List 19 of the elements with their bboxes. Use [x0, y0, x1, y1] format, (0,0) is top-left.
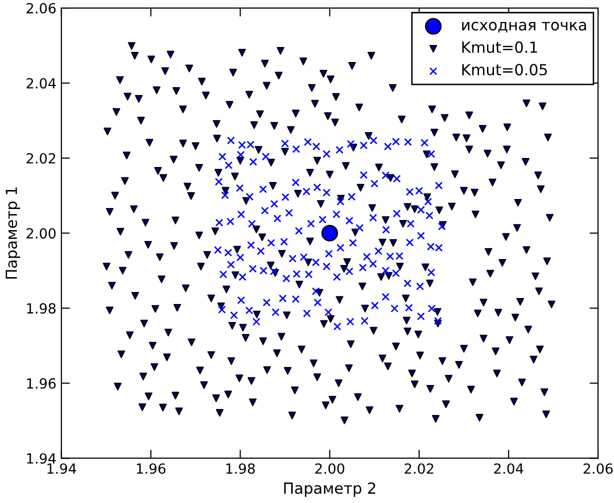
y-axis-title: Параметр 1 [6, 188, 20, 279]
x-tick-label: 2.02 [404, 463, 434, 474]
legend-label: Kmut=0.05 [462, 64, 547, 76]
y-tick-label: 1.94 [27, 453, 56, 464]
x-tick-label: 2.04 [494, 463, 524, 474]
x-tick-label: 2.00 [315, 463, 344, 474]
y-tick-label: 1.96 [27, 378, 56, 389]
x-tick-label: 1.94 [47, 463, 76, 474]
legend-label: Kmut=0.1 [462, 41, 538, 53]
y-tick-label: 1.98 [27, 303, 56, 314]
legend-label: исходная точка [462, 22, 586, 32]
y-tick-label: 2.04 [26, 78, 56, 89]
x-tick-label: 2.06 [584, 463, 613, 474]
x-axis-title: Параметр 2 [284, 482, 376, 497]
y-tick-label: 2.00 [26, 228, 56, 239]
x-tick-label: 1.96 [136, 463, 166, 474]
y-tick-label: 2.02 [26, 153, 56, 164]
x-tick-label: 1.98 [226, 463, 255, 474]
y-tick-label: 2.06 [26, 3, 56, 14]
